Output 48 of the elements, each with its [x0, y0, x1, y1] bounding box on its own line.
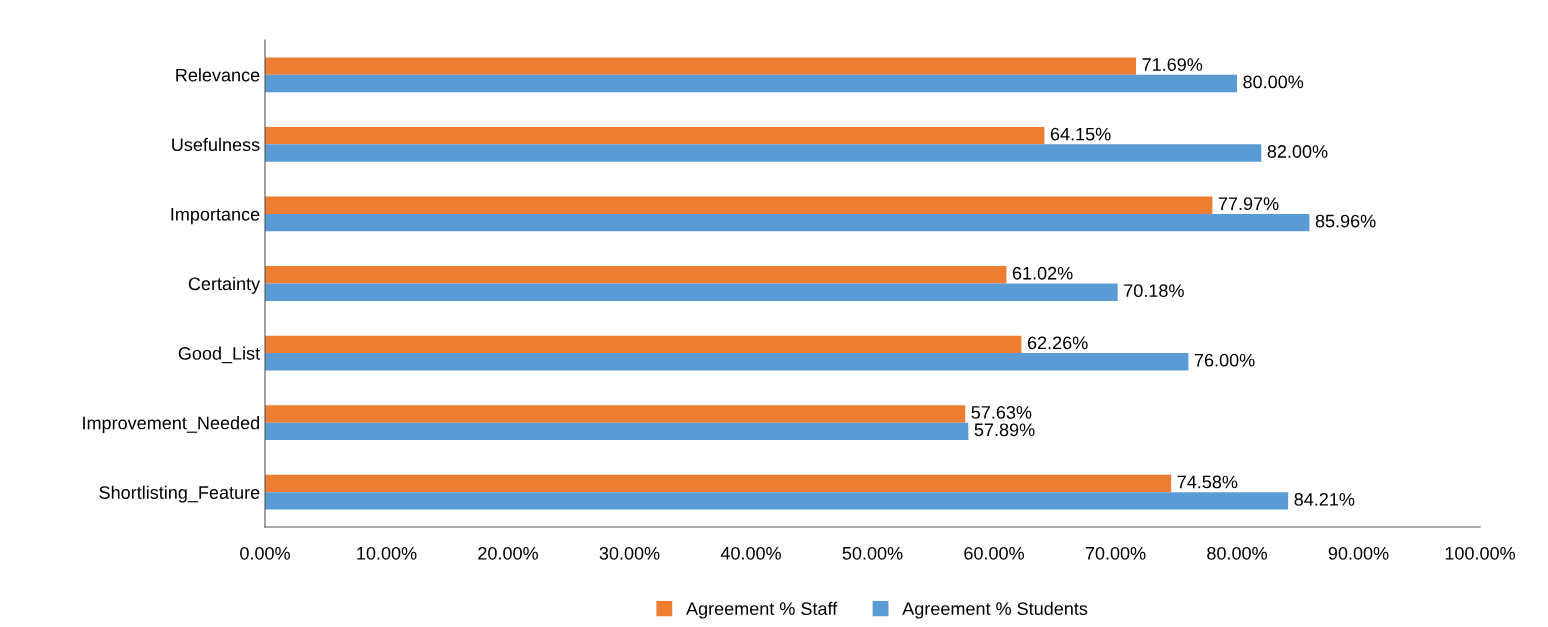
bar — [265, 474, 1172, 493]
data-label: 84.21% — [1294, 492, 1355, 506]
data-label: 74.58% — [1177, 475, 1238, 489]
bar — [265, 353, 1189, 371]
data-label: 62.26% — [1027, 336, 1088, 350]
bar — [265, 266, 1007, 284]
bar — [265, 126, 1045, 145]
bar — [265, 74, 1237, 93]
bar — [265, 57, 1137, 75]
data-label: 76.00% — [1194, 353, 1255, 367]
data-label: 70.18% — [1124, 284, 1184, 298]
x-tick-label: 80.00% — [1207, 546, 1267, 560]
bar — [265, 405, 966, 423]
y-tick-label: Certainty — [188, 276, 261, 294]
data-label: 61.02% — [1012, 266, 1073, 280]
bar — [265, 196, 1213, 214]
bar — [265, 335, 1022, 354]
data-label: 57.89% — [974, 423, 1035, 437]
y-tick-label: Improvement_Needed — [83, 416, 259, 433]
data-label: 80.00% — [1243, 75, 1304, 89]
x-tick-label: 60.00% — [964, 546, 1024, 560]
bar — [265, 422, 969, 441]
data-label: 71.69% — [1142, 58, 1203, 71]
legend-label: Agreement % Staff — [686, 601, 838, 619]
y-tick-label: Usefulness — [172, 137, 260, 152]
data-label: 57.63% — [971, 406, 1032, 419]
bar — [265, 144, 1262, 162]
x-tick-label: 40.00% — [720, 546, 781, 560]
data-label: 77.97% — [1218, 197, 1279, 211]
x-tick-label: 50.00% — [842, 546, 903, 560]
y-tick-label: Relevance — [176, 68, 260, 82]
x-tick-label: 30.00% — [599, 546, 660, 560]
data-label: 85.96% — [1315, 214, 1376, 228]
x-tick-label: 0.00% — [240, 546, 290, 560]
y-tick-label: Shortlisting_Feature — [99, 485, 260, 503]
y-tick-label: Good_List — [178, 346, 261, 364]
legend-label: Agreement % Students — [902, 601, 1088, 619]
x-tick-label: 20.00% — [478, 546, 538, 560]
bar — [265, 283, 1118, 301]
x-tick-label: 10.00% — [357, 546, 417, 560]
x-tick-label: 90.00% — [1328, 546, 1389, 560]
data-label: 82.00% — [1267, 145, 1328, 158]
bar — [265, 492, 1289, 510]
bar — [265, 213, 1310, 232]
y-tick-label: Importance — [171, 208, 260, 225]
data-label: 64.15% — [1050, 127, 1111, 141]
x-tick-label: 100.00% — [1445, 546, 1515, 560]
x-tick-label: 70.00% — [1085, 546, 1146, 560]
